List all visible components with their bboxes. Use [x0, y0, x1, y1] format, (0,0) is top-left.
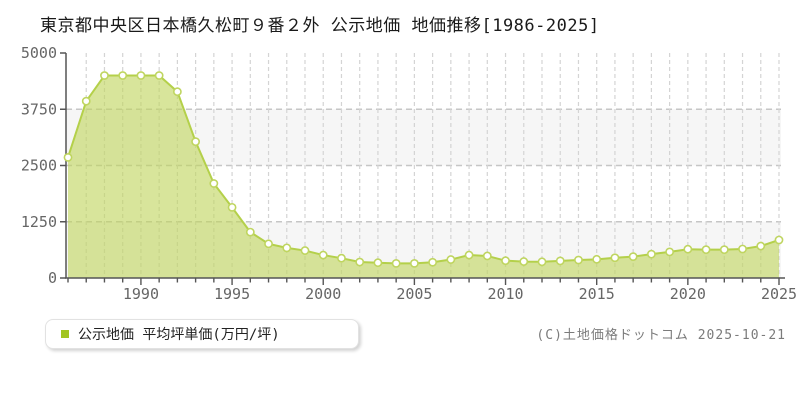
- data-point-2016[interactable]: [610, 253, 620, 263]
- legend-series-marker-icon: [61, 330, 69, 338]
- copyright-text: (C)土地価格ドットコム 2025-10-21: [536, 328, 786, 343]
- data-point-1997[interactable]: [264, 239, 273, 249]
- data-point-2001[interactable]: [337, 253, 346, 263]
- x-tick-label: 2015: [579, 285, 615, 303]
- data-point-1995[interactable]: [227, 202, 237, 212]
- data-point-2017[interactable]: [628, 252, 638, 262]
- data-point-2025[interactable]: [774, 235, 784, 245]
- data-point-2023[interactable]: [738, 244, 747, 254]
- y-tick-label: 1250: [21, 213, 57, 231]
- data-point-2011[interactable]: [519, 257, 529, 266]
- data-point-2007[interactable]: [446, 255, 456, 264]
- data-point-2014[interactable]: [574, 255, 583, 265]
- data-point-2015[interactable]: [592, 254, 602, 264]
- data-point-1998[interactable]: [282, 243, 292, 253]
- data-point-1994[interactable]: [209, 179, 219, 188]
- data-point-2000[interactable]: [318, 250, 328, 260]
- data-point-2022[interactable]: [719, 245, 729, 255]
- y-tick-label: 3750: [21, 100, 57, 118]
- data-point-2020[interactable]: [683, 244, 693, 254]
- x-tick-label: 2010: [487, 285, 523, 303]
- data-point-1992[interactable]: [172, 87, 182, 97]
- data-point-2006[interactable]: [428, 257, 438, 267]
- data-point-1987[interactable]: [81, 96, 91, 106]
- x-tick-label: 2020: [670, 285, 706, 303]
- data-point-1999[interactable]: [300, 246, 310, 255]
- data-point-2010[interactable]: [501, 256, 510, 266]
- y-tick-label: 5000: [21, 44, 57, 62]
- data-point-2018[interactable]: [646, 249, 656, 259]
- data-point-2013[interactable]: [555, 256, 565, 266]
- x-tick-label: 1995: [214, 285, 250, 303]
- data-point-1986[interactable]: [63, 152, 73, 162]
- data-point-1989[interactable]: [118, 71, 128, 80]
- y-tick-label: 2500: [21, 157, 57, 175]
- data-point-2003[interactable]: [373, 258, 383, 268]
- data-point-2009[interactable]: [482, 251, 492, 261]
- data-point-1991[interactable]: [154, 71, 164, 80]
- data-point-1996[interactable]: [245, 227, 255, 237]
- data-point-2012[interactable]: [537, 257, 547, 267]
- price-trend-area-chart: 0 1250 2500 3750 5000 1990 1995 2000 2005 2010 201…: [21, 44, 797, 303]
- data-point-2002[interactable]: [355, 257, 365, 267]
- data-point-2024[interactable]: [756, 241, 766, 251]
- legend-series-label: 公示地価 平均坪単価(万円/坪): [78, 327, 280, 343]
- legend[interactable]: 公示地価 平均坪単価(万円/坪): [45, 319, 359, 349]
- series-line: [67, 74, 780, 265]
- x-tick-label: 2005: [396, 285, 432, 303]
- data-point-1988[interactable]: [100, 71, 109, 80]
- chart-title: 東京都中央区日本橋久松町９番２外 公示地価 地価推移[1986-2025]: [40, 16, 600, 36]
- x-tick-label: 2000: [305, 285, 341, 303]
- data-point-2021[interactable]: [701, 245, 711, 255]
- x-tick-label: 1990: [123, 285, 159, 303]
- data-point-2019[interactable]: [665, 247, 675, 257]
- data-point-1990[interactable]: [136, 71, 146, 80]
- data-point-2008[interactable]: [464, 250, 474, 260]
- data-point-2004[interactable]: [391, 258, 401, 268]
- data-point-2005[interactable]: [409, 258, 419, 268]
- y-tick-label: 0: [48, 269, 57, 287]
- x-tick-label: 2025: [761, 285, 797, 303]
- data-point-1993[interactable]: [191, 137, 201, 147]
